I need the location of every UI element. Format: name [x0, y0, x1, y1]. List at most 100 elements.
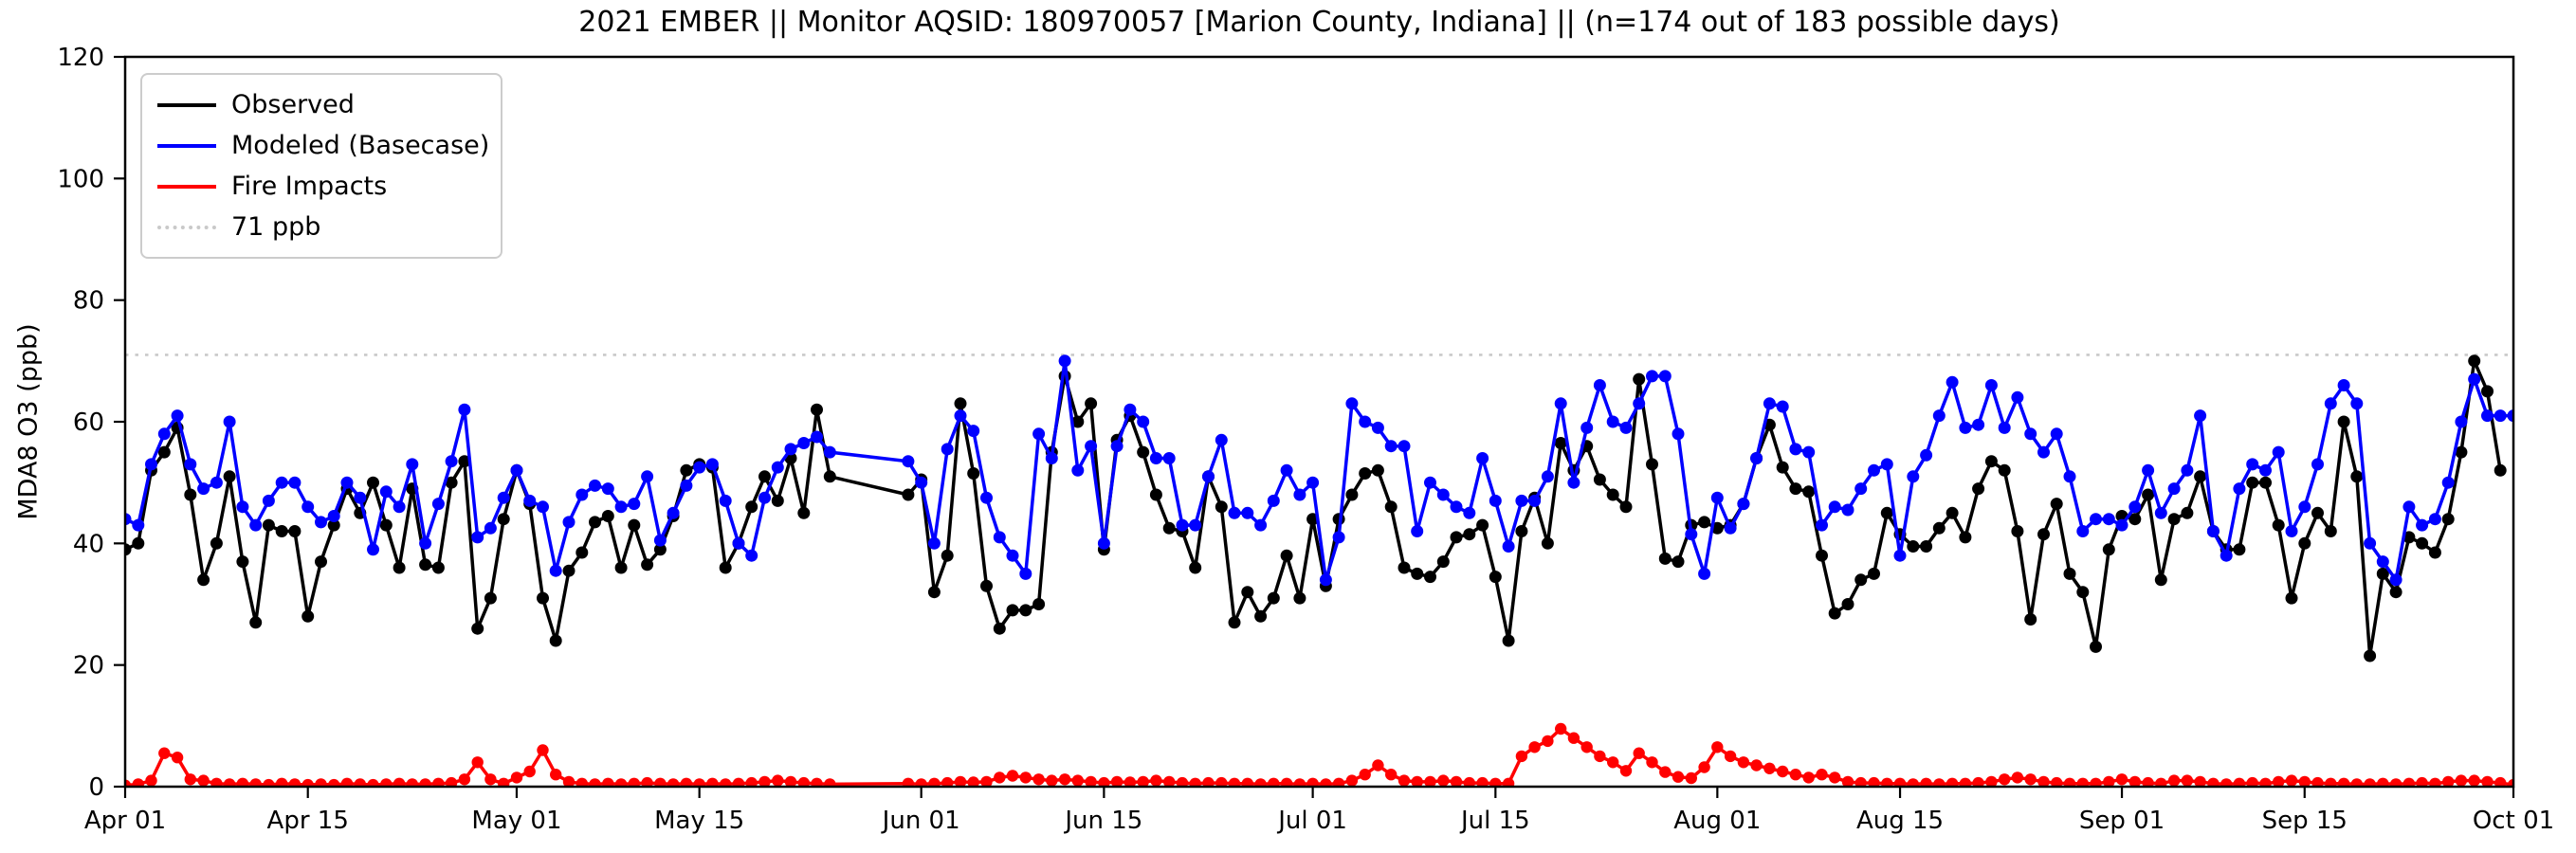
data-point-marker	[641, 558, 654, 572]
data-point-marker	[1724, 521, 1737, 535]
data-point-marker	[758, 491, 771, 504]
data-point-marker	[1502, 540, 1515, 553]
x-tick-label: Sep 15	[2262, 807, 2348, 835]
data-point-marker	[1555, 722, 1567, 735]
data-point-marker	[445, 476, 458, 489]
series-observed	[125, 354, 2507, 662]
data-point-marker	[1685, 771, 1698, 785]
data-point-marker	[2311, 458, 2324, 471]
data-point-marker	[1802, 445, 1816, 459]
data-point-marker	[1880, 458, 1893, 471]
data-point-marker	[288, 476, 301, 489]
data-point-marker	[2115, 518, 2128, 532]
x-tick-label: May 15	[654, 807, 744, 835]
data-point-marker	[1841, 598, 1854, 610]
data-point-marker	[667, 506, 680, 519]
data-point-marker	[1176, 776, 1189, 787]
data-point-marker	[589, 479, 601, 492]
legend-label: 71 ppb	[231, 212, 321, 242]
data-point-marker	[1228, 506, 1241, 519]
data-point-marker	[811, 403, 823, 416]
data-point-marker	[1659, 766, 1672, 778]
data-point-marker	[1646, 370, 1658, 383]
data-point-marker	[1424, 775, 1436, 787]
data-point-marker	[1672, 555, 1685, 569]
data-point-marker	[1854, 776, 1867, 787]
data-point-marker	[380, 778, 393, 787]
data-point-marker	[1019, 604, 1032, 617]
data-point-marker	[1802, 771, 1815, 784]
data-point-marker	[327, 510, 340, 522]
y-tick-label: 0	[88, 773, 104, 802]
data-point-marker	[1920, 448, 1933, 462]
data-point-marker	[1606, 488, 1619, 501]
data-point-marker	[1907, 540, 1920, 553]
data-point-marker	[1737, 498, 1750, 511]
data-point-marker	[2311, 506, 2324, 519]
x-tick-label: Jul 15	[1459, 807, 1530, 835]
data-point-marker	[1228, 616, 1241, 629]
data-point-marker	[471, 622, 484, 635]
data-point-marker	[340, 476, 354, 489]
data-point-marker	[523, 494, 537, 507]
data-point-marker	[1777, 765, 1789, 778]
data-point-marker	[1724, 750, 1737, 763]
data-point-marker	[614, 500, 628, 514]
data-point-marker	[811, 777, 823, 787]
data-point-marker	[2246, 776, 2258, 787]
y-tick-label: 40	[73, 530, 104, 558]
data-point-marker	[797, 437, 811, 449]
data-point-marker	[1032, 598, 1046, 610]
data-point-marker	[1946, 777, 1959, 787]
x-axis-ticks: Apr 01 Apr 15 May 01 May 15 Jun 01 Jun 15 Jul …	[84, 787, 2554, 835]
data-point-marker	[1984, 379, 1998, 391]
data-point-marker	[2142, 776, 2154, 787]
legend-swatch-icon	[157, 143, 216, 148]
data-point-marker	[967, 467, 980, 480]
data-point-marker	[549, 564, 562, 577]
data-point-marker	[1228, 777, 1241, 787]
data-point-marker	[301, 778, 314, 787]
data-point-marker	[1176, 518, 1189, 532]
data-point-marker	[1515, 494, 1528, 507]
data-point-marker	[1058, 354, 1071, 368]
data-point-marker	[315, 555, 327, 569]
y-tick-label: 120	[57, 44, 104, 72]
data-point-marker	[2298, 500, 2311, 514]
data-point-marker	[993, 531, 1006, 544]
data-point-marker	[2181, 774, 2194, 787]
data-point-marker	[2037, 775, 2050, 787]
data-point-marker	[1215, 500, 1228, 514]
data-point-marker	[1920, 777, 1932, 787]
data-point-marker	[2142, 463, 2155, 477]
data-point-marker	[1959, 531, 1972, 544]
data-point-marker	[1476, 452, 1489, 464]
data-point-marker	[1711, 741, 1724, 753]
data-point-marker	[1450, 500, 1463, 514]
data-point-marker	[1816, 518, 1828, 532]
data-point-marker	[1489, 494, 1502, 507]
data-point-marker	[354, 491, 367, 504]
data-point-marker	[484, 521, 497, 535]
data-point-marker	[2154, 506, 2167, 519]
data-point-marker	[276, 777, 288, 787]
data-point-marker	[797, 776, 810, 787]
data-point-marker	[1085, 775, 1097, 787]
data-point-marker	[1163, 775, 1176, 787]
data-point-marker	[1828, 500, 1841, 514]
data-point-marker	[1750, 759, 1763, 771]
data-point-marker	[1554, 437, 1567, 449]
data-point-marker	[1972, 418, 1985, 431]
data-point-marker	[1385, 769, 1398, 781]
data-point-marker	[497, 513, 510, 526]
data-point-marker	[197, 573, 210, 587]
data-point-marker	[2494, 463, 2507, 477]
y-tick-label: 100	[57, 165, 104, 193]
data-point-marker	[497, 491, 510, 504]
data-point-marker	[980, 579, 993, 592]
data-point-marker	[1162, 521, 1176, 535]
series-modeled-basecase	[125, 354, 2513, 587]
data-point-marker	[1085, 440, 1098, 453]
data-point-marker	[1463, 776, 1475, 787]
data-point-marker	[927, 536, 941, 550]
